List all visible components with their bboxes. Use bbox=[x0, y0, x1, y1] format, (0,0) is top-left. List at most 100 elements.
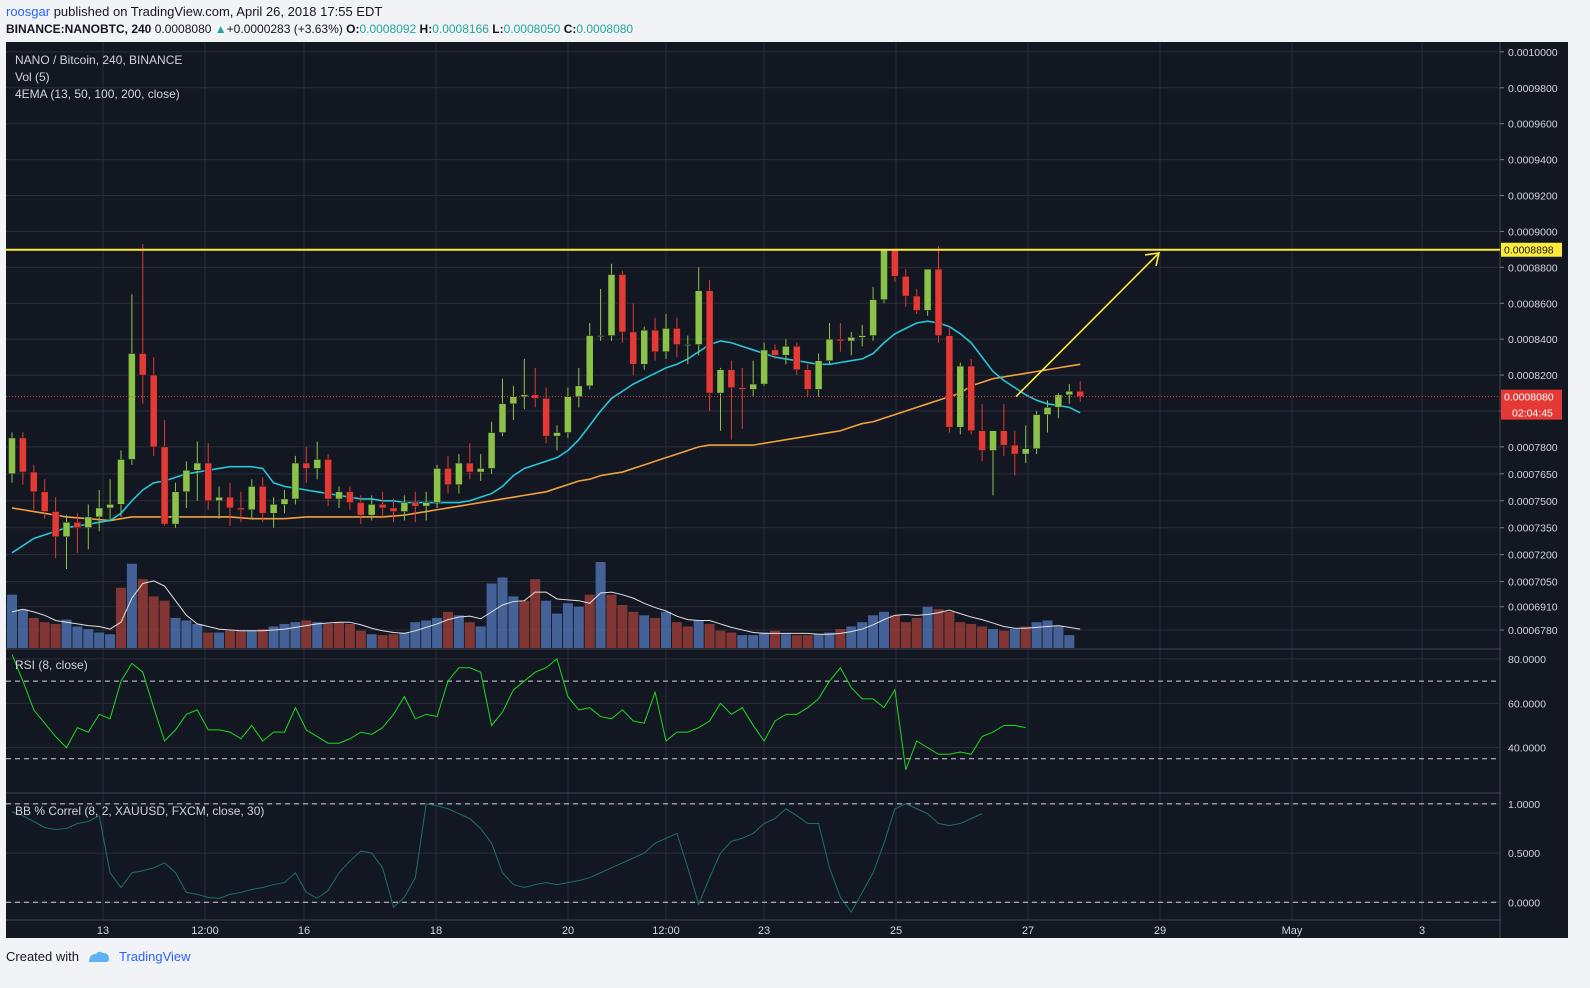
candle-body bbox=[694, 290, 703, 345]
price-axis-label: 0.0007050 bbox=[1508, 577, 1558, 589]
volume-bar bbox=[312, 622, 323, 648]
volume-bar bbox=[39, 622, 50, 648]
candles bbox=[8, 244, 1084, 569]
volume-bar bbox=[290, 622, 301, 648]
candle-body bbox=[433, 468, 441, 503]
volume-bar bbox=[1009, 629, 1020, 648]
volume-bar bbox=[268, 626, 279, 648]
candle-body bbox=[705, 290, 714, 394]
countdown-label: 02:04:45 bbox=[1512, 408, 1553, 420]
open-label: O: bbox=[346, 22, 360, 36]
candle-body bbox=[858, 335, 866, 338]
candle-body bbox=[847, 337, 856, 342]
candle-body bbox=[727, 369, 736, 388]
price-axis-label: 0.0009400 bbox=[1508, 155, 1558, 167]
volume-bar bbox=[530, 579, 541, 648]
close-label: C: bbox=[563, 22, 577, 36]
volume-bar bbox=[715, 630, 726, 648]
volume-bar bbox=[552, 613, 562, 648]
current-price-box bbox=[1501, 389, 1562, 420]
time-axis-label: 23 bbox=[758, 925, 770, 937]
price-axis-label: 0.0010000 bbox=[1508, 47, 1558, 59]
volume-bar bbox=[759, 632, 770, 648]
candle-body bbox=[618, 274, 627, 333]
time-axis-label: 12:00 bbox=[652, 925, 680, 937]
chart-frame[interactable]: 0.0010000 0.0009800 0.0009600 0.0009400 0.00… bbox=[6, 42, 1569, 938]
candle-body bbox=[967, 365, 975, 431]
candle-body bbox=[411, 502, 420, 507]
candle-body bbox=[836, 338, 845, 342]
volume-bar bbox=[955, 622, 966, 648]
candle-body bbox=[1000, 430, 1008, 446]
price-axis-label: 0.0009000 bbox=[1508, 226, 1558, 238]
volume-bar bbox=[900, 622, 911, 648]
volume-bar bbox=[148, 596, 159, 648]
candle-body bbox=[8, 437, 16, 475]
trend-arrow-head bbox=[1144, 252, 1161, 267]
candle-body bbox=[934, 268, 943, 336]
candle-body bbox=[989, 430, 997, 451]
time-axis-label: 18 bbox=[430, 925, 442, 937]
candle-body bbox=[945, 335, 954, 428]
rsi-axis-label: 40.0000 bbox=[1508, 743, 1546, 755]
volume-bar bbox=[595, 562, 606, 648]
tradingview-link[interactable]: TradingView bbox=[118, 949, 191, 964]
candle-body bbox=[923, 268, 932, 311]
volume-bar bbox=[28, 617, 39, 648]
volume-bar bbox=[377, 635, 388, 648]
high-value: 0.0008166 bbox=[432, 22, 489, 36]
volume-bar bbox=[279, 623, 290, 648]
volume-bar bbox=[824, 632, 835, 648]
candle-body bbox=[749, 383, 757, 390]
legend-main: NANO / Bitcoin, 240, BINANCE bbox=[15, 53, 182, 67]
author-link[interactable]: roosgar bbox=[6, 4, 51, 19]
time-axis-label: May bbox=[1282, 925, 1303, 937]
candle-body bbox=[422, 502, 430, 507]
candle-body bbox=[575, 385, 583, 397]
candle-body bbox=[520, 394, 529, 397]
candle-body bbox=[455, 462, 463, 485]
chart-svg[interactable]: 0.0010000 0.0009800 0.0009600 0.0009400 0.00… bbox=[6, 42, 1569, 938]
candle-body bbox=[302, 462, 311, 469]
volume-bar bbox=[355, 630, 366, 648]
last-price: 0.0008080 bbox=[154, 22, 212, 36]
candle-body bbox=[226, 496, 234, 509]
volume-bar bbox=[541, 600, 552, 648]
candle-body bbox=[269, 504, 278, 514]
correl-axis-label: 0.0000 bbox=[1508, 897, 1540, 909]
volume-bar bbox=[846, 626, 857, 648]
volume-bar bbox=[334, 622, 344, 648]
candle-body bbox=[673, 328, 681, 345]
candle-body bbox=[357, 502, 365, 516]
candle-body bbox=[803, 369, 812, 390]
candle-body bbox=[215, 496, 223, 502]
time-axis-label: 16 bbox=[298, 925, 310, 937]
candle-body bbox=[248, 486, 256, 510]
volume-bar bbox=[628, 611, 639, 648]
volume-bar bbox=[181, 620, 192, 648]
candle-body bbox=[1065, 390, 1074, 396]
candle-body bbox=[117, 459, 125, 505]
volume-bar bbox=[835, 629, 846, 648]
candle-body bbox=[902, 276, 910, 297]
candle-body bbox=[476, 468, 485, 473]
volume-bar bbox=[802, 635, 813, 648]
volume-bar bbox=[508, 596, 519, 648]
volume-bar bbox=[726, 632, 737, 648]
volume-bar bbox=[486, 583, 497, 648]
volume-bar bbox=[966, 623, 977, 648]
volume-bar bbox=[203, 632, 214, 648]
legend-rsi: RSI (8, close) bbox=[15, 658, 88, 672]
correl-axis-label: 1.0000 bbox=[1508, 799, 1540, 811]
created-with-text: Created with bbox=[6, 949, 79, 964]
candle-body bbox=[738, 387, 747, 390]
candle-body bbox=[978, 430, 986, 451]
volume-bar bbox=[933, 609, 944, 648]
candle-body bbox=[498, 403, 507, 433]
candle-body bbox=[30, 471, 38, 493]
overlay bbox=[6, 248, 1500, 914]
up-arrow-icon: ▲ bbox=[214, 22, 227, 36]
price-axis-label: 0.0009800 bbox=[1508, 83, 1558, 95]
price-axis-label: 0.0007350 bbox=[1508, 523, 1558, 535]
candle-body bbox=[346, 491, 354, 503]
